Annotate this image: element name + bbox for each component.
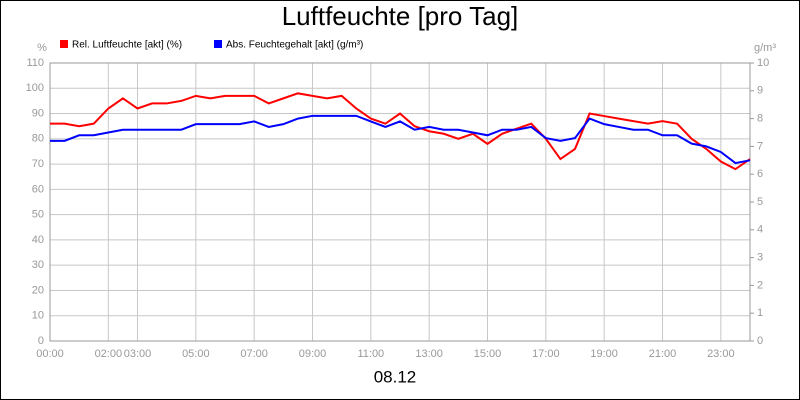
data-line <box>50 114 751 165</box>
y2-tick-label: 5 <box>757 196 763 208</box>
y2-tick-label: 7 <box>757 140 763 152</box>
x-tick-label: 15:00 <box>474 348 502 360</box>
x-tick-label: 21:00 <box>649 348 677 360</box>
legend-label: Rel. Luftfeuchte [akt] (%) <box>72 40 182 51</box>
y-tick-label: 110 <box>26 57 44 69</box>
plot-border <box>49 62 751 342</box>
x-tick-label: 13:00 <box>415 348 443 360</box>
x-tick-label: 07:00 <box>240 348 268 360</box>
x-tick-label: 09:00 <box>299 348 327 360</box>
y2-tick-label: 10 <box>757 57 769 69</box>
y2-tick-label: 3 <box>757 252 763 264</box>
y2-tick-label: 1 <box>757 307 763 319</box>
y2-tick-label: 4 <box>757 224 763 236</box>
x-tick-label: 03:00 <box>124 348 152 360</box>
legend-swatch <box>60 40 68 48</box>
legend-swatch <box>214 40 222 48</box>
x-tick-label: 17:00 <box>532 348 560 360</box>
x-tick-label: 00:00 <box>36 348 64 360</box>
chart-title: Luftfeuchte [pro Tag] <box>282 1 519 31</box>
y-tick-label: 50 <box>32 209 44 221</box>
y-tick-label: 20 <box>32 284 44 296</box>
x-tick-label: 02:00 <box>95 348 123 360</box>
y2-tick-label: 8 <box>757 113 763 125</box>
y-tick-label: 70 <box>32 158 44 170</box>
y2-tick-label: 0 <box>757 335 763 347</box>
x-tick-label: 11:00 <box>357 348 384 360</box>
y2-tick-label: 6 <box>757 168 763 180</box>
data-line <box>50 92 751 171</box>
date-label: 08.12 <box>374 367 417 386</box>
y2-tick-label: 9 <box>757 85 763 97</box>
x-tick-label: 05:00 <box>182 348 210 360</box>
y-tick-label: 80 <box>32 133 44 145</box>
y-tick-label: 0 <box>38 335 44 347</box>
y-tick-label: 60 <box>32 183 44 195</box>
y-tick-label: 30 <box>32 259 44 271</box>
y-axis-unit: % <box>37 42 47 54</box>
x-tick-label: 19:00 <box>590 348 618 360</box>
y-tick-label: 10 <box>32 310 44 322</box>
y2-tick-label: 2 <box>757 279 763 291</box>
y-tick-label: 40 <box>32 234 44 246</box>
y2-axis-unit: g/m³ <box>754 42 776 54</box>
y-tick-label: 100 <box>26 82 44 94</box>
legend-label: Abs. Feuchtegehalt [akt] (g/m³) <box>226 40 363 51</box>
y-tick-label: 90 <box>32 107 44 119</box>
x-tick-label: 23:00 <box>707 348 735 360</box>
